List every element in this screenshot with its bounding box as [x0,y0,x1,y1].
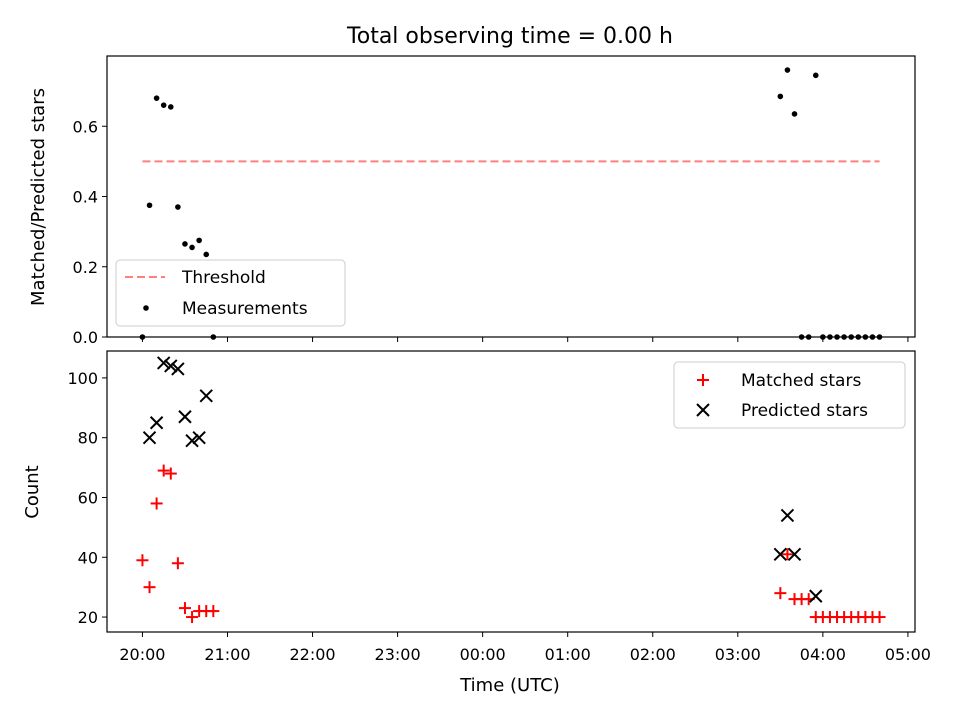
bottom-data-layer [136,356,886,624]
chart-title: Total observing time = 0.00 h [346,24,673,49]
predicted-star-marker [199,389,213,403]
measurement-point [175,204,181,210]
measurement-point [160,102,167,108]
bottom-axes-frame [106,350,916,633]
predicted-star-marker [809,589,823,603]
matched-star-marker [178,602,191,615]
x-tick-label: 01:00 [545,645,591,664]
x-tick-label: 23:00 [375,645,421,664]
x-tick-label: 00:00 [460,645,506,664]
predicted-star-marker [192,430,206,445]
predicted-star-marker [142,430,157,445]
measurement-point [777,93,784,100]
matched-star-marker [774,587,787,600]
predicted-star-marker [185,433,199,448]
predicted-star-marker [171,362,185,376]
x-tick-label: 03:00 [715,645,761,664]
x-tick-label: 20:00 [119,645,165,664]
legend-predicted-swatch [696,403,710,417]
x-tick-label: 21:00 [204,645,250,664]
matched-star-marker [143,581,156,594]
bottom-y-tick-label: 40 [78,548,98,567]
top-y-tick-label: 0.4 [73,188,98,207]
x-tick-label: 04:00 [800,645,846,664]
bottom-legend: Matched stars Predicted stars [673,361,906,429]
top-y-tick-label: 0.0 [73,328,98,347]
x-tick-label: 05:00 [885,645,931,664]
matched-star-marker [157,464,170,477]
predicted-star-marker [780,508,795,523]
legend-matched-label: Matched stars [741,371,861,391]
top-panel: 0.0 0.2 0.4 0.6 Threshold Measurements [73,55,916,347]
measurement-point [146,202,153,209]
legend-threshold-label: Threshold [181,268,266,288]
predicted-star-marker [773,547,788,561]
x-tick-label: 22:00 [289,645,335,664]
measurement-point [182,241,188,247]
x-tick-label: 02:00 [630,645,676,664]
legend-predicted-label: Predicted stars [741,401,868,421]
bottom-y-tick-label: 20 [78,608,98,627]
top-y-axis-label: Matched/Predicted stars [28,88,49,306]
legend-measurements-label: Measurements [182,299,308,319]
matched-star-marker [873,611,886,624]
x-axis-label: Time (UTC) [459,675,560,696]
predicted-star-marker [787,547,802,561]
bottom-y-tick-label: 100 [67,369,98,388]
measurement-point [196,237,202,244]
bottom-y-tick-label: 60 [78,488,98,507]
measurement-point [203,251,210,258]
matched-star-marker [150,497,163,510]
matched-star-marker [136,554,149,567]
matched-star-marker [207,605,220,618]
top-legend: Threshold Measurements [115,259,346,327]
bottom-y-tick-label: 80 [78,429,98,448]
matched-star-marker [164,467,177,480]
bottom-panel: 20 40 60 80 100 20:00 21:00 22:00 23:00 00:00 01:0… [67,350,931,664]
legend-box [673,361,906,429]
measurement-point [784,67,791,73]
top-axes-frame [106,55,916,338]
bottom-y-axis-label: Count [22,465,43,518]
matched-star-marker [186,611,199,624]
legend-measurements-swatch [143,305,149,311]
measurement-point [167,104,174,110]
predicted-star-marker [156,356,171,370]
predicted-star-marker [178,410,192,424]
measurement-point [189,244,195,251]
measurement-point [153,95,160,101]
predicted-star-marker [149,416,164,430]
measurement-point [791,111,798,117]
predicted-star-marker [164,359,178,373]
measurement-point [812,72,819,79]
matched-star-marker [171,557,184,570]
legend-matched-swatch [697,374,709,386]
top-y-tick-label: 0.6 [73,117,98,136]
legend-box [115,259,346,327]
top-y-tick-label: 0.2 [73,258,98,277]
matched-star-marker [781,548,794,561]
